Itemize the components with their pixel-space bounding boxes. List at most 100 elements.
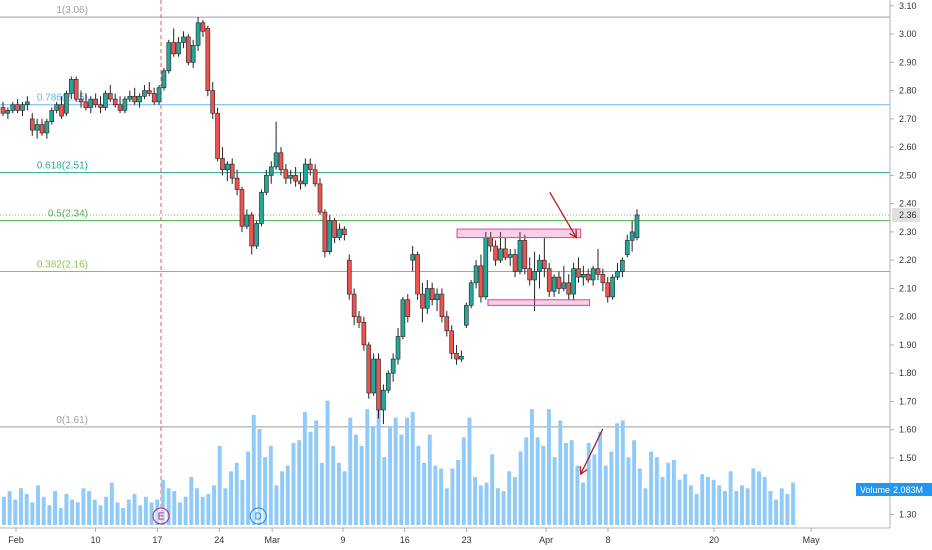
time-axis[interactable]: Feb 10 17 24 Mar 9 16 23 Apr 8 20 May <box>0 527 890 545</box>
volume-bar <box>535 437 540 525</box>
candle-body <box>137 95 142 103</box>
candle-body <box>351 293 357 317</box>
earnings-marker <box>152 507 170 525</box>
candle-body <box>605 282 611 298</box>
candle-body <box>493 245 498 261</box>
candle-body <box>142 90 147 97</box>
price-axis[interactable]: 3.10 3.00 2.90 2.80 2.70 2.60 2.50 2.40 2.30 2.20… <box>856 0 932 550</box>
volume-bar <box>609 451 614 525</box>
volume-bar <box>705 476 710 525</box>
candle-body <box>161 70 167 89</box>
candle-body <box>59 104 64 117</box>
volume-bar <box>126 499 131 525</box>
volume-value: 2.083M <box>893 485 923 495</box>
volume-bar <box>388 426 392 525</box>
volume-bar <box>172 491 177 525</box>
candle-body <box>478 265 484 298</box>
volume-bar <box>81 488 86 525</box>
volume-bar <box>138 505 143 525</box>
time-tick-label: 9 <box>340 535 345 545</box>
candle-body <box>503 248 508 258</box>
volume-bar <box>427 434 432 525</box>
volume-bar <box>569 440 574 525</box>
volume-bar <box>547 409 551 525</box>
volume-bar <box>450 468 455 525</box>
price-tick-label: 1.60 <box>899 425 917 435</box>
candle-body <box>210 90 216 114</box>
volume-bar <box>422 462 427 525</box>
volume-bar <box>473 476 478 525</box>
volume-bar <box>564 443 568 525</box>
price-tick-label: 2.80 <box>899 86 917 96</box>
candles <box>0 17 640 425</box>
annotations: DE <box>152 192 604 525</box>
volume-bar <box>416 445 421 525</box>
volume-bar <box>212 485 216 525</box>
volume-bar <box>291 443 296 525</box>
arrow-line <box>549 192 577 238</box>
candle-body <box>327 220 333 252</box>
volume-bar <box>461 437 466 525</box>
volume-bar <box>166 488 171 525</box>
volume-bar <box>189 476 194 525</box>
volume-bar <box>762 476 767 525</box>
candle-body <box>346 259 352 295</box>
volume-bar <box>575 465 580 525</box>
volume-bar <box>47 505 52 525</box>
volume-bar <box>734 491 739 525</box>
volume-bar <box>439 468 444 525</box>
volume-bar <box>694 493 699 525</box>
volume-bar <box>484 482 489 525</box>
volume-bar <box>24 493 29 525</box>
volume-bar <box>740 485 744 525</box>
volume-bar <box>779 488 784 525</box>
candle-body <box>200 22 206 32</box>
volume-bar <box>512 476 517 525</box>
volume-bar <box>206 493 211 525</box>
volume-bar <box>723 491 727 525</box>
marker-label: E <box>158 512 165 523</box>
price-tick-label: 2.50 <box>899 170 917 180</box>
fib-label: 0(1.61) <box>56 415 88 426</box>
candle-body <box>517 240 523 272</box>
candle-body <box>0 107 6 114</box>
candle-body <box>371 358 376 394</box>
volume-bar <box>558 420 563 525</box>
volume-bar <box>240 479 245 525</box>
volume-bar <box>251 414 256 525</box>
volume-bar <box>331 445 336 525</box>
candle-body <box>68 79 74 94</box>
candle-body <box>29 118 35 131</box>
price-tick-label: 1.90 <box>899 340 917 350</box>
fib-levels: 1(3.06) 0.786(2.75) 0.618(2.51) 0.5(2.34) 0.… <box>0 0 890 525</box>
volume-bar <box>791 482 796 525</box>
arrow-head <box>579 466 588 476</box>
fib-label: 1(3.06) <box>56 5 88 16</box>
candle-body <box>400 299 406 337</box>
volume-bar <box>268 445 273 525</box>
candle-body <box>303 163 308 185</box>
price-tick-label: 2.40 <box>899 199 917 209</box>
volume-bar <box>586 443 591 525</box>
candle-body <box>615 271 620 278</box>
volume-bar <box>774 499 779 525</box>
volume-bar <box>143 496 148 525</box>
volume-bar <box>626 457 631 525</box>
candle-body <box>629 231 635 241</box>
candle-body <box>73 79 79 100</box>
volume-bar <box>598 431 603 525</box>
volume-bar <box>30 502 35 525</box>
volume-bar <box>615 423 620 525</box>
candle-body <box>429 288 435 301</box>
time-tick-label: 24 <box>214 535 224 545</box>
candle-body <box>34 124 40 131</box>
price-tick-label: 2.20 <box>899 255 917 265</box>
candle-body <box>361 322 367 346</box>
volume-bar <box>529 409 534 525</box>
candle-body <box>293 175 298 182</box>
candle-body <box>522 240 528 269</box>
volume-bar <box>785 493 790 525</box>
fib-label: 0.786(2.75) <box>37 93 88 104</box>
volume-bar <box>87 491 92 525</box>
